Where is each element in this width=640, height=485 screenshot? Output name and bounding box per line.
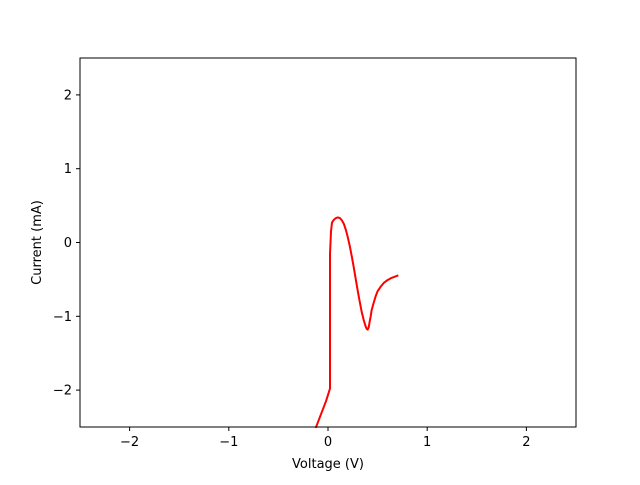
plot-frame xyxy=(79,57,577,428)
y-tick-label: 0 xyxy=(64,236,72,251)
x-tick-label: 0 xyxy=(324,435,332,450)
plot-layer xyxy=(314,216,399,429)
y-tick-label: 1 xyxy=(64,162,72,177)
y-tick-label: −2 xyxy=(53,384,72,399)
series-line xyxy=(314,216,399,429)
x-tick-label: 2 xyxy=(522,435,530,450)
y-axis-label: Current (mA) xyxy=(30,200,45,285)
x-tick-label: −1 xyxy=(219,435,238,450)
x-axis-label: Voltage (V) xyxy=(292,457,364,472)
ticks-layer: −2 −1 0 1 2 −2 −1 0 1 2 xyxy=(53,88,531,450)
x-tick-label: 1 xyxy=(423,435,431,450)
x-tick-label: −2 xyxy=(120,435,139,450)
y-tick-label: 2 xyxy=(64,88,72,103)
y-tick-label: −1 xyxy=(53,310,72,325)
